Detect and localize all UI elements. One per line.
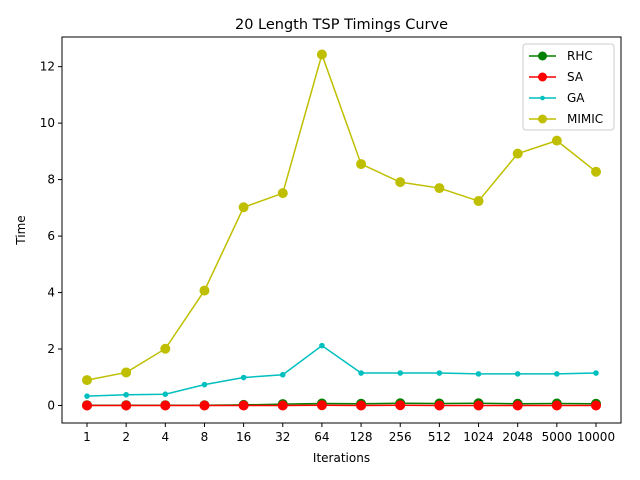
x-tick-label: 64 (314, 430, 329, 444)
data-point-sa (316, 400, 327, 411)
data-point-sa (512, 400, 523, 411)
chart-title: 20 Length TSP Timings Curve (235, 17, 448, 33)
data-point-mimic (160, 343, 171, 354)
legend-marker-sa (538, 72, 547, 82)
x-tick-label: 128 (350, 430, 373, 444)
data-point-mimic (591, 166, 601, 177)
data-point-ga (593, 370, 599, 376)
data-point-mimic (473, 196, 484, 207)
data-point-ga (201, 381, 208, 388)
y-tick-label: 10 (40, 116, 55, 130)
series-ga (84, 342, 599, 399)
x-tick-label: 512 (428, 430, 451, 444)
data-point-ga (319, 342, 325, 349)
legend-entry-ga: GA (529, 91, 585, 105)
data-point-ga (162, 391, 169, 397)
legend-marker-ga (540, 95, 545, 101)
x-tick-label: 1024 (463, 430, 494, 444)
data-point-mimic (238, 202, 249, 213)
legend-marker-rhc (538, 51, 547, 61)
legend-box (522, 43, 615, 131)
x-tick-label: 10000 (577, 430, 615, 444)
data-point-ga (84, 393, 90, 399)
x-tick-label: 5000 (542, 430, 573, 444)
data-point-mimic (316, 49, 327, 60)
data-point-mimic (512, 148, 523, 159)
data-point-mimic (395, 177, 406, 188)
series-sa (82, 400, 601, 411)
data-point-sa (160, 400, 171, 411)
data-point-mimic (434, 183, 445, 194)
y-tick-label: 6 (47, 229, 55, 243)
data-point-ga (397, 370, 404, 376)
x-tick-label: 32 (275, 430, 290, 444)
series-mimic (82, 49, 601, 386)
data-point-sa (473, 400, 484, 411)
y-axis-label: Time (14, 215, 28, 245)
legend-label-sa: SA (567, 70, 584, 84)
data-point-sa (434, 400, 445, 411)
series-line-mimic (86, 52, 597, 381)
data-point-sa (277, 400, 288, 411)
y-tick-label: 12 (40, 60, 55, 74)
series-layer (82, 49, 601, 411)
plot-frame (61, 36, 622, 424)
x-tick-label: 256 (389, 430, 412, 444)
data-point-sa (82, 400, 92, 411)
legend-label-rhc: RHC (567, 49, 593, 63)
data-point-ga (358, 370, 364, 376)
data-point-sa (551, 400, 562, 411)
data-point-mimic (199, 285, 210, 296)
data-point-ga (436, 370, 443, 376)
series-line-ga (86, 344, 597, 397)
legend: RHC SA GA MIMIC (522, 43, 615, 131)
legend-entry-rhc: RHC (529, 49, 593, 63)
legend-label-ga: GA (567, 91, 585, 105)
data-point-sa (121, 400, 132, 411)
x-tick-label: 16 (236, 430, 251, 444)
x-tick-label: 4 (161, 430, 169, 444)
data-point-sa (199, 400, 210, 411)
data-point-mimic (82, 375, 92, 386)
data-point-mimic (121, 367, 132, 378)
legend-entry-sa: SA (529, 70, 584, 84)
data-point-sa (238, 400, 249, 411)
legend-marker-mimic (538, 114, 547, 124)
x-tick-label: 2 (122, 430, 130, 444)
data-point-mimic (356, 159, 367, 170)
data-point-ga (554, 371, 560, 377)
y-tick-label: 0 (47, 398, 55, 412)
data-point-sa (356, 400, 367, 411)
legend-label-mimic: MIMIC (567, 112, 603, 126)
data-point-mimic (277, 188, 288, 199)
data-point-ga (475, 371, 482, 377)
y-tick-label: 4 (47, 286, 55, 300)
data-point-ga (123, 391, 129, 398)
data-point-sa (395, 400, 406, 411)
tick-layer: 1 2 4 8 16 32 64 128 256 512 1024 2048 5000 100000246… (40, 60, 615, 444)
data-point-ga (514, 371, 521, 377)
data-point-mimic (551, 135, 562, 146)
x-axis-label: Iterations (313, 451, 370, 465)
x-tick-label: 2048 (502, 430, 533, 444)
y-tick-label: 8 (47, 173, 55, 187)
x-tick-label: 1 (83, 430, 91, 444)
legend-entry-mimic: MIMIC (529, 112, 603, 126)
data-point-sa (591, 400, 601, 411)
data-point-ga (240, 374, 247, 381)
data-point-ga (279, 371, 286, 378)
y-tick-label: 2 (47, 342, 55, 356)
x-tick-label: 8 (201, 430, 209, 444)
